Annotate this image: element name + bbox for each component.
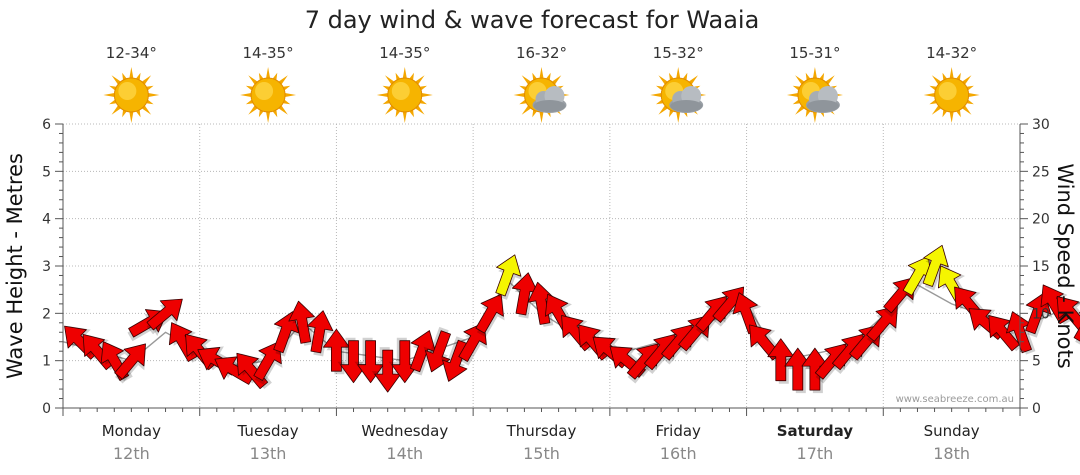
y-tick-label-left: 4 (42, 212, 51, 228)
chart-title: 7 day wind & wave forecast for Waaia (305, 6, 760, 34)
y-tick-label-right: 15 (1032, 259, 1050, 275)
wind-arrow (458, 322, 488, 366)
y-tick-label-left: 5 (42, 164, 51, 180)
temperature-label: 15-32° (653, 44, 704, 62)
temperature-label: 14-35° (243, 44, 294, 62)
sun-icon (376, 67, 433, 123)
wind-arrow (409, 330, 438, 376)
sun-cloud-icon (650, 67, 707, 123)
day-label: Saturday (777, 422, 854, 440)
wind-series (64, 244, 1080, 394)
wind-arrow (1025, 292, 1053, 338)
temperature-label: 14-35° (379, 44, 430, 62)
date-label: 18th (933, 444, 970, 463)
temperature-label: 15-31° (789, 44, 840, 62)
day-label: Tuesday (237, 422, 299, 440)
temperature-label: 16-32° (516, 44, 567, 62)
wind-arrow (440, 336, 469, 382)
sun-icon (103, 67, 160, 123)
y-axis-label-right: Wind Speed - Knots (1053, 163, 1077, 368)
y-tick-label-right: 0 (1032, 401, 1041, 417)
wind-arrow (322, 328, 353, 375)
day-label: Monday (102, 422, 161, 440)
y-tick-label-left: 3 (42, 259, 51, 275)
date-label: 14th (386, 444, 423, 463)
wind-arrow (146, 298, 183, 335)
wind-arrow (475, 293, 505, 338)
wind-arrow (1056, 296, 1080, 333)
wind-arrow (866, 305, 898, 346)
temperature-label: 12-34° (106, 44, 157, 62)
wind-arrow (306, 310, 336, 357)
date-label: 13th (250, 444, 287, 463)
date-label: 12th (113, 444, 150, 463)
y-tick-label-left: 1 (42, 354, 51, 370)
wind-arrow (495, 254, 523, 300)
wind-arrow (288, 300, 318, 346)
temperature-labels: 12-34° 14-35° 14-35° 16-32° 15-32° 15-31° 14-3… (106, 44, 977, 62)
wind-arrow (354, 337, 385, 384)
sun-icon (240, 67, 297, 123)
sun-cloud-icon (786, 67, 843, 123)
date-label: 16th (660, 444, 697, 463)
sun-cloud-icon (513, 67, 570, 123)
temperature-label: 14-32° (926, 44, 977, 62)
wind-arrow (253, 341, 283, 385)
y-tick-label-right: 10 (1032, 306, 1050, 322)
weather-icons (103, 67, 980, 123)
wind-arrow (114, 343, 146, 384)
day-label: Friday (655, 422, 701, 440)
y-tick-label-left: 2 (42, 306, 51, 322)
wind-arrow (1073, 303, 1080, 347)
day-label: Wednesday (361, 422, 448, 440)
credit-text: www.seabreeze.com.au (896, 394, 1014, 405)
y-tick-label-right: 5 (1032, 354, 1041, 370)
sun-icon (923, 67, 980, 123)
y-axis-label-left: Wave Height - Metres (3, 153, 27, 379)
date-label: 17th (797, 444, 834, 463)
y-tick-label-left: 0 (42, 401, 51, 417)
y-tick-label-right: 20 (1032, 212, 1050, 228)
axes: 0 1 2 3 4 5 6 0 5 10 15 20 25 30 (42, 117, 1050, 417)
y-tick-label-right: 30 (1032, 117, 1050, 133)
day-labels: Monday 12th Tuesday 13th Wednesday 14th Thursd… (102, 422, 980, 463)
wind-arrow (922, 244, 950, 291)
day-label: Sunday (924, 422, 980, 440)
day-label: Thursday (506, 422, 577, 440)
y-tick-label-right: 25 (1032, 164, 1050, 180)
date-label: 15th (523, 444, 560, 463)
y-tick-label-left: 6 (42, 117, 51, 133)
wind-arrow (732, 292, 762, 336)
wind-arrow (273, 311, 301, 357)
